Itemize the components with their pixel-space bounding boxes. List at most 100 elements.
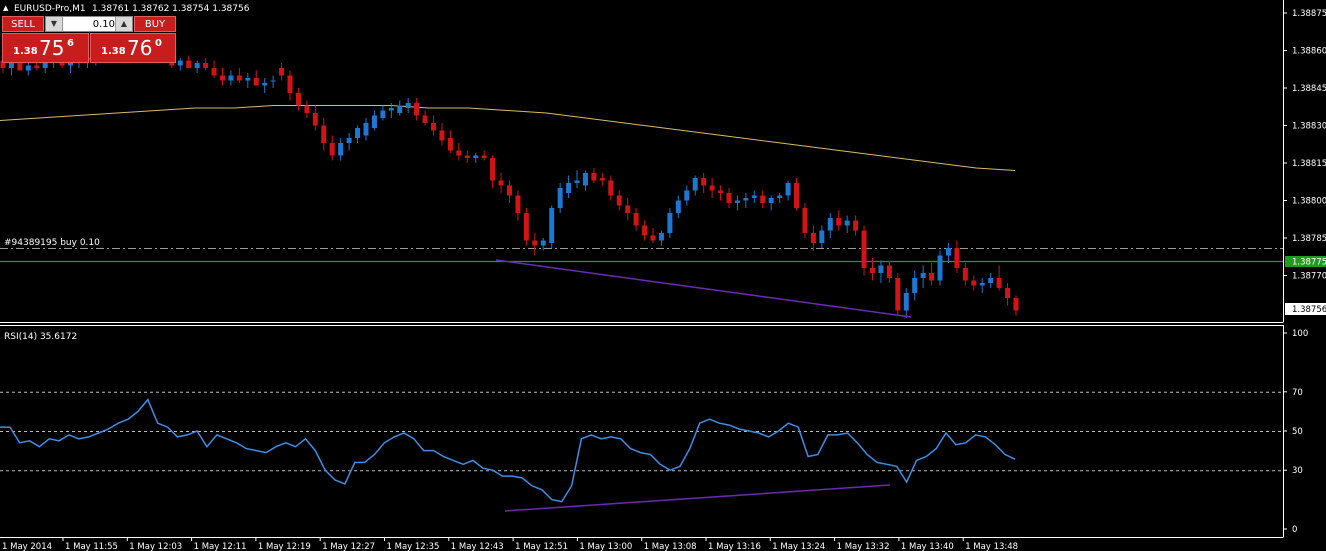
candle-body	[279, 68, 285, 76]
candle-body	[549, 208, 555, 243]
price-trendline[interactable]	[495, 259, 912, 318]
candle-body	[557, 188, 563, 208]
buy-button[interactable]: BUY	[134, 16, 176, 32]
candle-body	[447, 138, 453, 151]
candle-body	[456, 150, 462, 156]
time-axis: 1 May 2014 1 May 11:55 1 May 12:03 1 May 12…	[2, 537, 1018, 551]
candle-body	[464, 155, 470, 158]
candle-body	[650, 235, 656, 241]
candle-body	[945, 248, 951, 256]
candle-body	[414, 103, 420, 116]
price-tick-label: 1.38800	[1292, 197, 1326, 207]
candle-body	[937, 255, 943, 281]
candle-body	[827, 218, 833, 231]
candle-body	[726, 193, 732, 203]
lot-decrease-icon[interactable]: ▼	[46, 17, 63, 31]
candle-body	[186, 60, 192, 68]
candle-body	[388, 108, 394, 111]
price-tick-label: 1.38815	[1292, 159, 1326, 169]
candle-body	[895, 278, 901, 311]
candle-body	[321, 125, 327, 143]
candle-body	[988, 278, 994, 283]
time-tick-label: 1 May 11:55	[65, 542, 118, 551]
candle-body	[709, 185, 715, 191]
time-tick-label: 1 May 12:51	[515, 542, 568, 551]
time-tick-label: 1 May 13:00	[579, 542, 632, 551]
candle-body	[979, 283, 985, 286]
candle-body	[439, 130, 445, 141]
price-tick-label: 1.38830	[1292, 122, 1326, 132]
candle-body	[920, 273, 926, 278]
candle-body	[675, 200, 681, 213]
one-click-trading-panel: SELL ▼ ▲ BUY 1.38 75 6 1.38 76 0	[2, 16, 176, 63]
candle-body	[338, 143, 344, 156]
rsi-tick-label: 100	[1292, 329, 1308, 339]
candle-body	[532, 240, 538, 246]
candle-body	[718, 190, 724, 193]
candle-body	[481, 155, 487, 158]
candle-body	[34, 65, 40, 68]
candle-body	[422, 115, 428, 123]
candle-body	[701, 178, 707, 186]
buy-price-prefix: 1.38	[101, 46, 126, 57]
lot-size-input[interactable]	[63, 17, 117, 31]
collapse-arrow-icon[interactable]: ▲	[3, 4, 9, 12]
sell-price-button[interactable]: 1.38 75 6	[2, 33, 89, 63]
candle-body	[760, 195, 766, 203]
candle-body	[329, 143, 335, 156]
green-price-label: 1.38775	[1292, 258, 1326, 268]
candle-body	[751, 195, 757, 198]
price-axis: 1.38875 1.38860 1.38845 1.38830 1.38815 1.388…	[1283, 9, 1326, 282]
rsi-levels: 100 70 50 30 0	[0, 329, 1308, 535]
candle-body	[878, 265, 884, 273]
candle-body	[270, 80, 276, 82]
candle-body	[768, 198, 774, 203]
candle-body	[886, 265, 892, 278]
time-tick-label: 1 May 2014	[2, 542, 52, 551]
time-tick-label: 1 May 12:43	[451, 542, 504, 551]
current-price-label-bg	[1285, 303, 1326, 315]
time-tick-label: 1 May 12:27	[322, 542, 375, 551]
time-tick-label: 1 May 12:03	[129, 542, 182, 551]
candle-body	[574, 180, 580, 183]
candle-body	[903, 293, 909, 311]
candle-body	[397, 105, 403, 113]
candle-body	[287, 75, 293, 93]
candle-body	[203, 63, 209, 68]
candle-body	[971, 280, 977, 286]
price-tick-label: 1.38770	[1292, 272, 1326, 282]
candle-body	[515, 195, 521, 213]
candle-body	[591, 173, 597, 181]
rsi-trendline[interactable]	[504, 484, 891, 512]
candle-body	[304, 105, 310, 113]
candle-body	[802, 208, 808, 233]
candle-body	[954, 248, 960, 268]
lot-increase-icon[interactable]: ▲	[115, 17, 132, 31]
candle-body	[228, 75, 234, 81]
candle-body	[912, 278, 918, 293]
candle-body	[692, 178, 698, 191]
candle-body	[236, 75, 242, 81]
candle-body	[177, 60, 183, 66]
candle-body	[642, 225, 648, 236]
candle-body	[1013, 298, 1019, 311]
candle-body	[861, 230, 867, 268]
candle-body	[371, 115, 377, 128]
candle-body	[312, 113, 318, 126]
sell-button[interactable]: SELL	[2, 16, 44, 32]
buy-price-button[interactable]: 1.38 76 0	[90, 33, 176, 63]
candle-body	[667, 213, 673, 233]
candle-body	[996, 278, 1002, 288]
candle-body	[355, 128, 361, 138]
candle-body	[929, 273, 935, 281]
chart-ohlc: 1.38761 1.38762 1.38754 1.38756	[92, 4, 250, 14]
candle-body	[473, 155, 479, 158]
candle-body	[431, 123, 437, 131]
candle-body	[523, 213, 529, 241]
sell-price-fraction: 6	[67, 38, 74, 49]
rsi-tick-label: 0	[1292, 525, 1297, 535]
rsi-tick-label: 50	[1292, 427, 1303, 437]
candle-body	[616, 195, 622, 206]
time-tick-label: 1 May 13:08	[644, 542, 697, 551]
